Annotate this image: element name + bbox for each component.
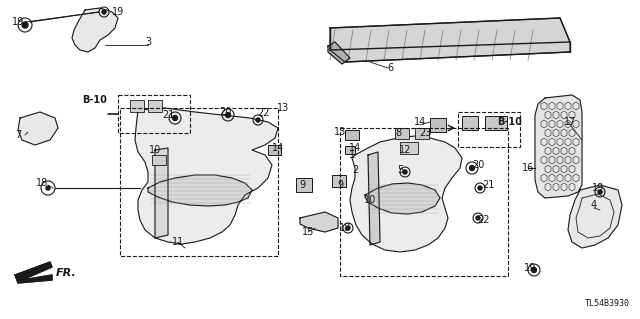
Polygon shape <box>350 136 462 252</box>
Circle shape <box>225 113 230 117</box>
Polygon shape <box>368 152 380 245</box>
Bar <box>268 145 281 155</box>
Circle shape <box>470 166 474 170</box>
Circle shape <box>403 170 407 174</box>
Text: 18: 18 <box>36 178 48 188</box>
Text: 1: 1 <box>349 150 355 160</box>
Circle shape <box>531 268 536 272</box>
Bar <box>340 128 508 276</box>
Text: 9: 9 <box>299 180 305 190</box>
Polygon shape <box>148 175 252 206</box>
Circle shape <box>173 115 177 121</box>
Text: 20: 20 <box>219 107 231 117</box>
Bar <box>130 100 144 112</box>
Text: 11: 11 <box>172 237 184 247</box>
Text: 12: 12 <box>399 145 411 155</box>
Circle shape <box>476 216 480 220</box>
Text: 9: 9 <box>337 180 343 190</box>
Text: 16: 16 <box>522 163 534 173</box>
Bar <box>332 175 346 187</box>
Polygon shape <box>135 108 278 244</box>
Bar <box>462 116 478 130</box>
Bar <box>395 128 409 139</box>
Text: 19: 19 <box>592 183 604 193</box>
Text: 13: 13 <box>277 103 289 113</box>
Polygon shape <box>568 185 622 248</box>
Text: 22: 22 <box>477 215 489 225</box>
Bar <box>118 95 190 133</box>
Bar <box>148 100 162 112</box>
Text: 5: 5 <box>397 165 403 175</box>
Text: 7: 7 <box>15 130 21 140</box>
Circle shape <box>102 10 106 14</box>
Text: 19: 19 <box>524 263 536 273</box>
Polygon shape <box>72 8 118 52</box>
Text: 18: 18 <box>339 223 351 233</box>
Bar <box>345 130 359 140</box>
Bar <box>296 178 312 192</box>
Polygon shape <box>300 212 338 232</box>
Bar <box>152 155 166 165</box>
Polygon shape <box>328 42 350 64</box>
Bar <box>120 108 278 256</box>
Text: 23: 23 <box>419 128 431 138</box>
Bar <box>345 146 355 154</box>
Circle shape <box>598 190 602 194</box>
Bar <box>415 128 429 139</box>
Bar <box>485 116 507 130</box>
Text: 20: 20 <box>472 160 484 170</box>
Circle shape <box>478 186 482 190</box>
Text: 10: 10 <box>149 145 161 155</box>
Text: 3: 3 <box>145 37 151 47</box>
Circle shape <box>46 186 50 190</box>
Text: B-10: B-10 <box>497 117 522 127</box>
Polygon shape <box>365 183 440 214</box>
Bar <box>458 112 520 147</box>
Text: 4: 4 <box>591 200 597 210</box>
Text: FR.: FR. <box>56 268 77 278</box>
Text: 8: 8 <box>395 128 401 138</box>
Text: 2: 2 <box>352 165 358 175</box>
Text: 13: 13 <box>334 127 346 137</box>
Text: 19: 19 <box>12 17 24 27</box>
Text: 21: 21 <box>162 110 174 120</box>
Text: 14: 14 <box>272 143 284 153</box>
Circle shape <box>346 226 350 230</box>
Polygon shape <box>15 262 52 283</box>
Text: 17: 17 <box>564 117 576 127</box>
Polygon shape <box>330 18 570 62</box>
Bar <box>400 142 418 154</box>
Text: 14: 14 <box>349 143 361 153</box>
Polygon shape <box>535 95 582 198</box>
Text: 19: 19 <box>112 7 124 17</box>
Text: TL54B3930: TL54B3930 <box>585 299 630 308</box>
Text: 6: 6 <box>387 63 393 73</box>
Circle shape <box>256 118 260 122</box>
Text: B-10: B-10 <box>83 95 108 105</box>
Polygon shape <box>18 112 58 145</box>
Polygon shape <box>155 148 168 238</box>
Circle shape <box>22 22 28 28</box>
Text: 14: 14 <box>414 117 426 127</box>
Text: 10: 10 <box>364 195 376 205</box>
Text: 21: 21 <box>482 180 494 190</box>
Text: 15: 15 <box>302 227 314 237</box>
Bar <box>430 118 446 132</box>
Text: 22: 22 <box>257 108 269 118</box>
